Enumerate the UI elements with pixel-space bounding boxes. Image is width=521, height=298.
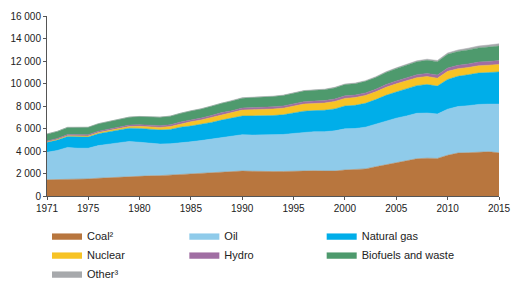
svg-text:1971: 1971: [36, 203, 59, 214]
svg-text:2 000: 2 000: [16, 168, 41, 179]
svg-text:1995: 1995: [282, 203, 305, 214]
svg-text:8 000: 8 000: [16, 101, 41, 112]
svg-text:2000: 2000: [334, 203, 357, 214]
svg-text:4 000: 4 000: [16, 146, 41, 157]
svg-text:12 000: 12 000: [10, 56, 41, 67]
svg-text:Coal²: Coal²: [87, 230, 114, 242]
svg-text:0: 0: [35, 191, 41, 202]
svg-text:Nuclear: Nuclear: [87, 249, 125, 261]
svg-text:Hydro: Hydro: [224, 249, 253, 261]
svg-text:1980: 1980: [128, 203, 151, 214]
svg-text:Biofuels and waste: Biofuels and waste: [362, 249, 454, 261]
svg-text:Other³: Other³: [87, 268, 119, 280]
svg-text:2015: 2015: [488, 203, 511, 214]
svg-text:1985: 1985: [180, 203, 203, 214]
svg-text:Oil: Oil: [224, 230, 237, 242]
svg-text:1990: 1990: [231, 203, 254, 214]
svg-text:16 000: 16 000: [10, 11, 41, 22]
svg-text:6 000: 6 000: [16, 123, 41, 134]
svg-text:10 000: 10 000: [10, 78, 41, 89]
svg-text:2010: 2010: [437, 203, 460, 214]
svg-text:1975: 1975: [77, 203, 100, 214]
svg-text:2005: 2005: [385, 203, 408, 214]
svg-text:Natural gas: Natural gas: [362, 230, 419, 242]
svg-text:14 000: 14 000: [10, 33, 41, 44]
